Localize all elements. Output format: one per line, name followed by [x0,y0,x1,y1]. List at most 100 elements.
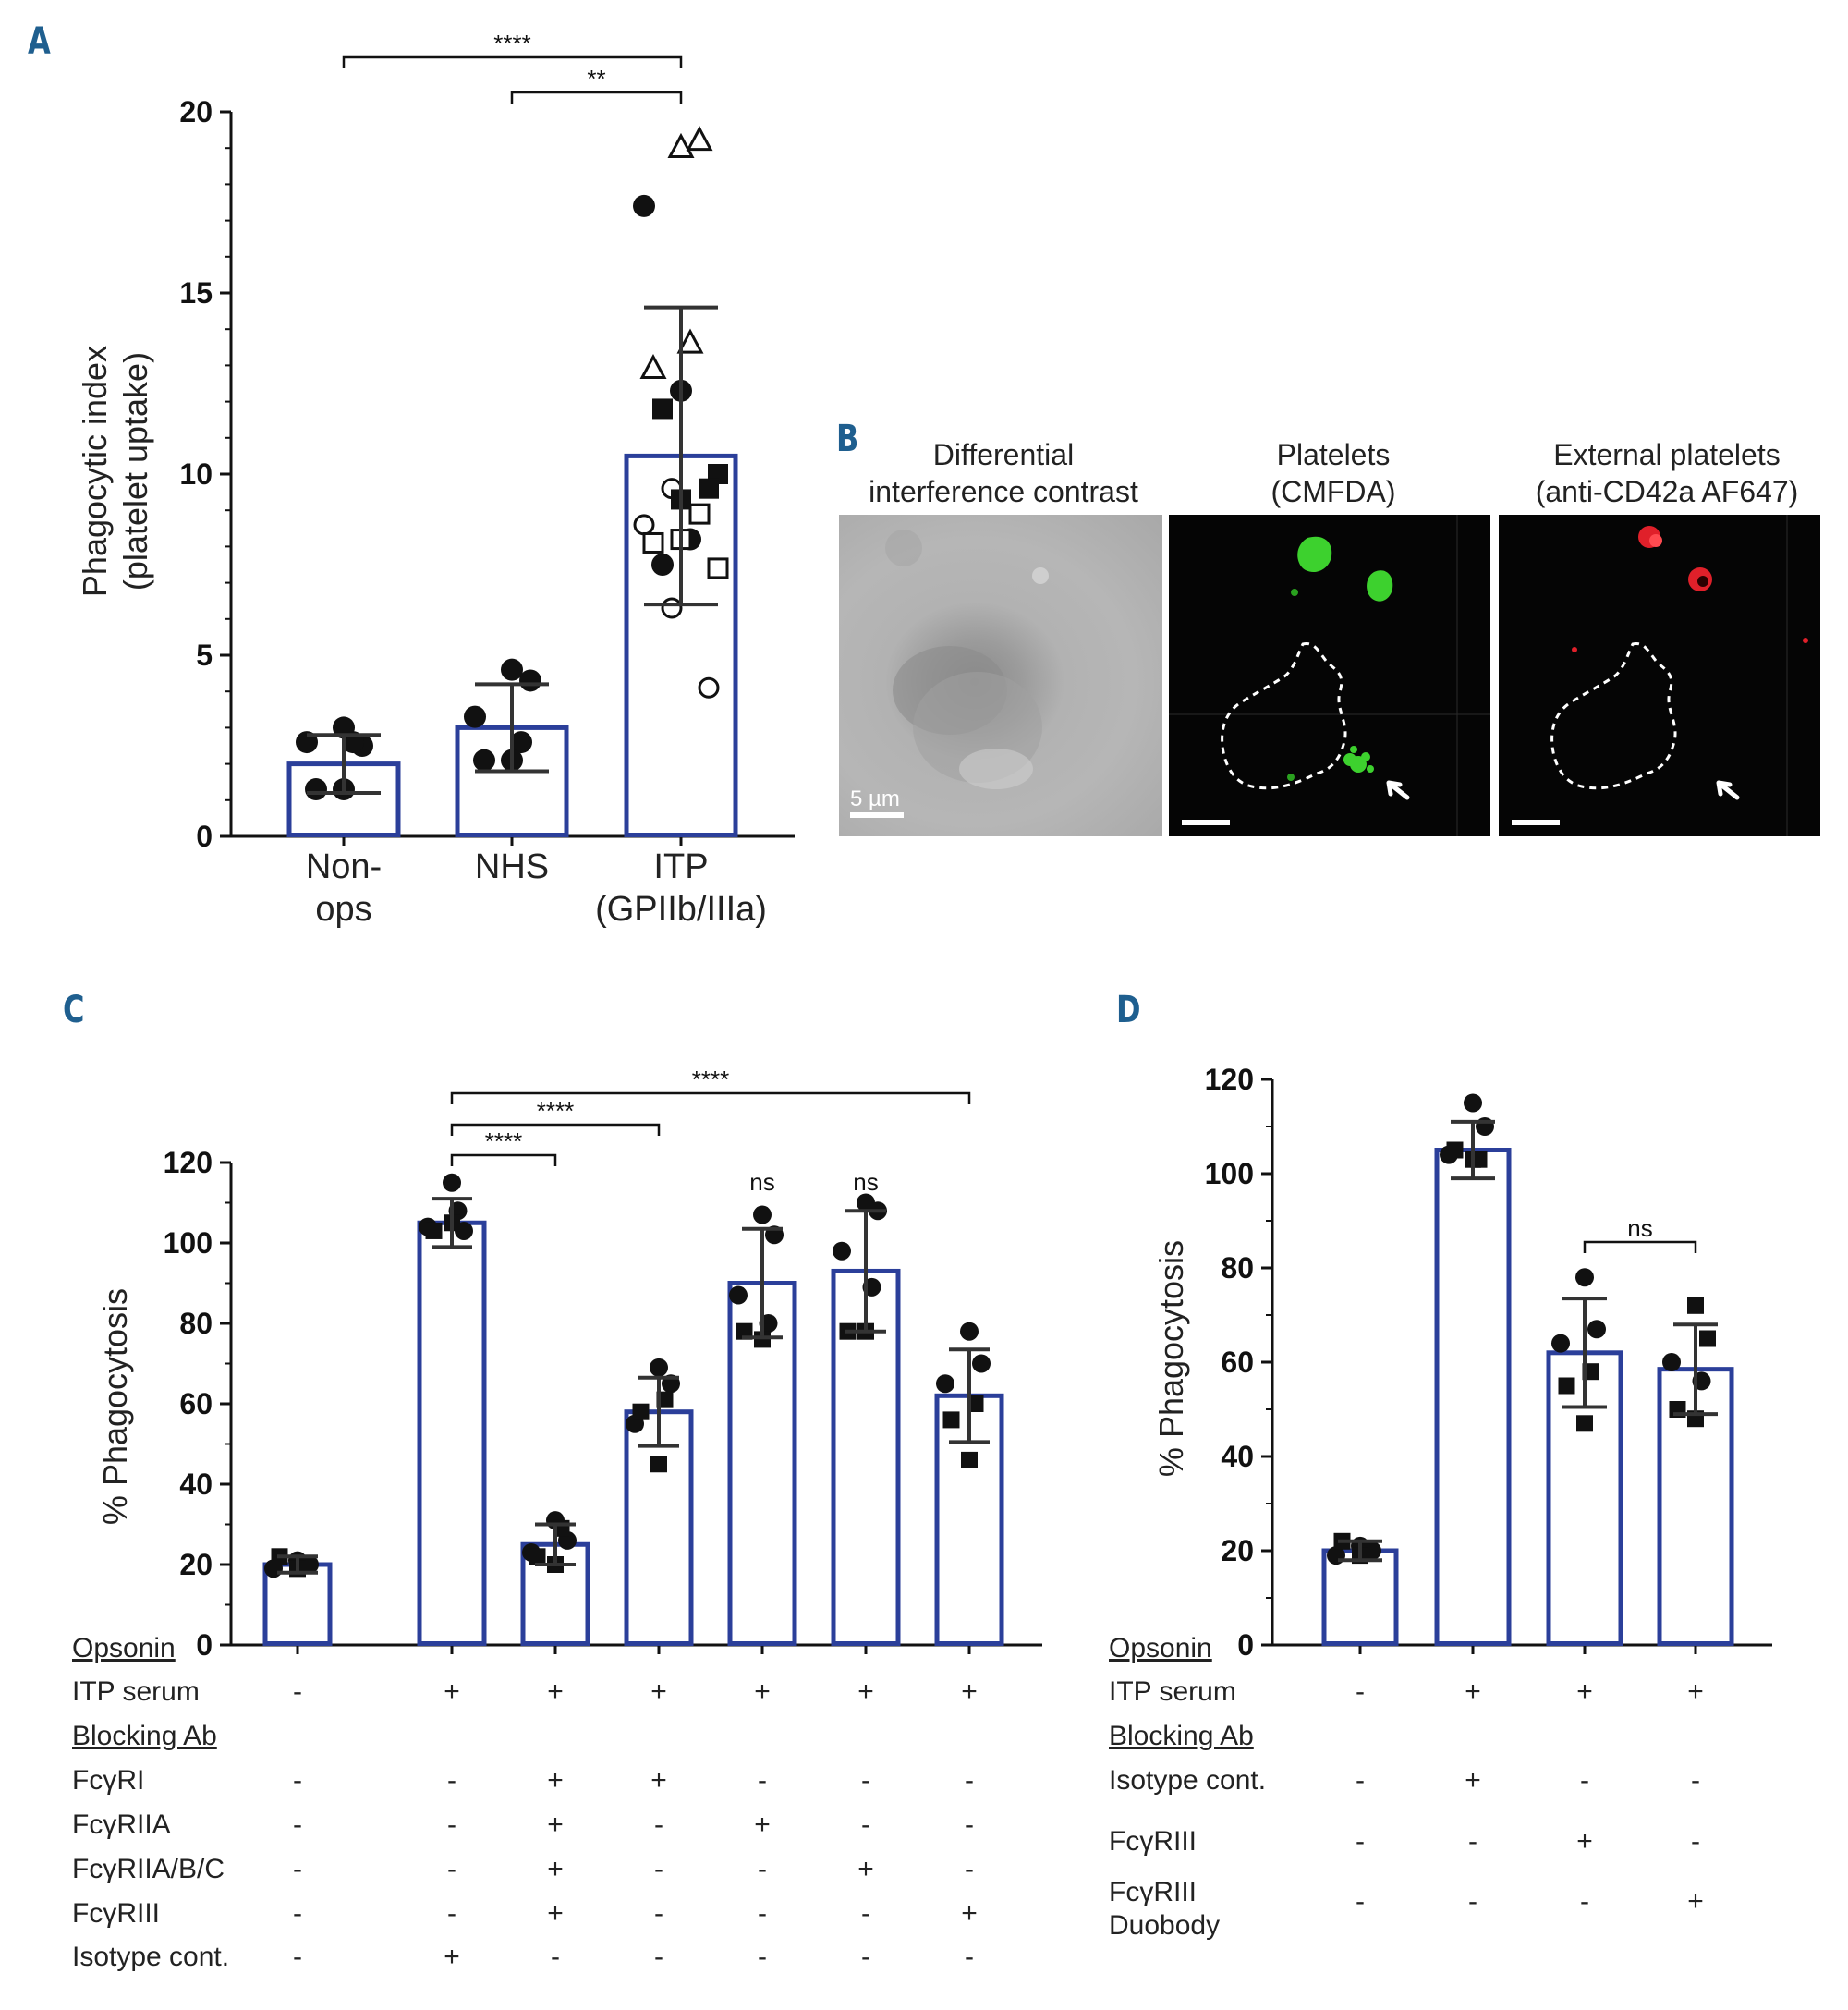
chart-a-point [633,194,655,217]
chart-d-table-sign: + [1576,1826,1593,1857]
chart-c-point [650,1358,668,1377]
chart-c-table-sign: - [654,1898,663,1929]
dic-image-texture [850,530,1049,818]
chart-c-point [753,1205,772,1224]
chart-d-bar [1434,1148,1512,1646]
chart-c-table-sign: - [654,1854,663,1884]
chart-c-table-sign: + [547,1676,564,1707]
chart-a-point [688,503,711,525]
chart-d-point [1558,1377,1575,1395]
chart-c-table-sign: + [754,1809,771,1840]
chart-c-ytick-label: 60 [179,1387,213,1420]
chart-d-ytick-label: 60 [1221,1346,1254,1379]
chart-c-table-sign: - [293,1809,302,1840]
chart-c-point [942,1411,960,1429]
chart-c-ytick-label: 0 [196,1628,213,1662]
chart-c-point [833,1241,851,1261]
chart-c-point [632,1403,650,1420]
chart-d-table-label: Duobody [1109,1910,1221,1941]
chart-c-table-sign: + [961,1676,978,1707]
chart-d-ytick-label: 0 [1237,1628,1254,1662]
chart-a-category-2-line2: (GPIIb/IIIa) [595,890,767,929]
chart-a-point [473,749,495,772]
chart-c-bracket [450,1153,557,1166]
chart-c-bracket-label: **** [692,1066,729,1093]
chart-d-ytick-label: 80 [1221,1251,1254,1285]
chart-c-point [736,1322,753,1340]
chart-c-table-label: Blocking Ab [72,1721,217,1751]
chart-c-bracket-label: **** [537,1097,574,1125]
chart-d-table-label: Isotype cont. [1109,1765,1267,1796]
chart-d-point [1464,1093,1482,1113]
chart-a-category-0: Non- ops [306,846,382,931]
chart-d-bar [1321,1548,1399,1646]
chart-c-ytick-label: 100 [164,1226,213,1260]
chart-c-bracket [450,1091,971,1104]
chart-d-table-label: ITP serum [1109,1676,1236,1707]
chart-c-table-sign: - [758,1854,767,1884]
chart-c-table-sign: + [857,1854,874,1884]
chart-d-table-label: FcγRIII [1109,1826,1197,1857]
chart-a-point [707,557,729,579]
chart-a-point [652,398,673,420]
image-title-external: External platelets (anti-CD42a AF647) [1536,436,1799,510]
chart-c-table-sign: + [650,1765,667,1796]
image-title-dic-line1: Differential [932,438,1075,471]
chart-c-bar [417,1220,487,1646]
chart-d-bracket-label: ns [1627,1214,1652,1242]
chart-c-bracket-label: **** [485,1127,522,1155]
cmfda-image [1169,515,1490,836]
chart-c-point [961,1451,978,1468]
scalebar-label: 5 µm [850,786,900,811]
chart-d-ytick-label: 20 [1221,1534,1254,1567]
chart-d-point [1687,1297,1704,1314]
chart-c-point [972,1354,991,1373]
chart-c-table-sign: - [758,1765,767,1796]
image-title-external-line1: External platelets [1553,438,1781,471]
chart-c-point [960,1322,979,1341]
chart-c-table-sign: + [754,1676,771,1707]
chart-c-table-sign: - [447,1854,456,1884]
chart-c-table-sign: + [547,1765,564,1796]
chart-d-table-sign: - [1356,1676,1365,1707]
chart-d-point [1446,1141,1464,1159]
chart-c-table-sign: + [547,1898,564,1929]
image-title-cmfda-line1: Platelets [1276,438,1391,471]
panel-letter-b: B [836,418,859,460]
chart-c-table-sign: + [444,1676,460,1707]
chart-d-point [1575,1268,1594,1287]
chart-c-table-label: FcγRIII [72,1898,160,1929]
chart-a-ytick-label: 15 [179,276,213,310]
chart-a-ytick-label: 5 [196,639,213,672]
cmfda-image-content [1169,515,1490,836]
chart-a-category-2-line1: ITP [653,847,709,886]
chart-a-point [698,676,720,699]
image-title-dic: Differential interference contrast [869,436,1138,510]
chart-d-table-sign: - [1468,1826,1477,1857]
chart-c-table-sign: - [758,1942,767,1972]
chart-c-point [425,1222,443,1239]
chart-c-table-sign: - [965,1854,974,1884]
chart-a-point [519,669,541,692]
chart-c-bracket [450,1123,661,1136]
chart-a-ytick-label: 0 [196,820,213,853]
image-title-dic-line2: interference contrast [869,475,1138,508]
chart-d-table-sign: + [1465,1676,1481,1707]
chart-c-table-sign: + [857,1676,874,1707]
chart-c-table-sign: - [293,1942,302,1972]
external-image [1499,515,1820,836]
chart-d-table-sign: - [1356,1886,1365,1917]
chart-c-table-sign: + [547,1854,564,1884]
chart-c-table-label: FcγRI [72,1765,145,1796]
chart-c-table-sign: - [447,1809,456,1840]
chart-c-point [529,1548,546,1565]
chart-d-table-label: Blocking Ab [1109,1721,1254,1751]
chart-a-bracket [510,91,683,104]
chart-a-point [676,328,704,354]
panel-letter-d: D [1116,989,1141,1031]
chart-c-table-sign: - [293,1765,302,1796]
chart-a-bracket-label: ** [587,65,605,92]
chart-c-table-sign: - [861,1942,870,1972]
chart-c-table-sign: - [447,1898,456,1929]
